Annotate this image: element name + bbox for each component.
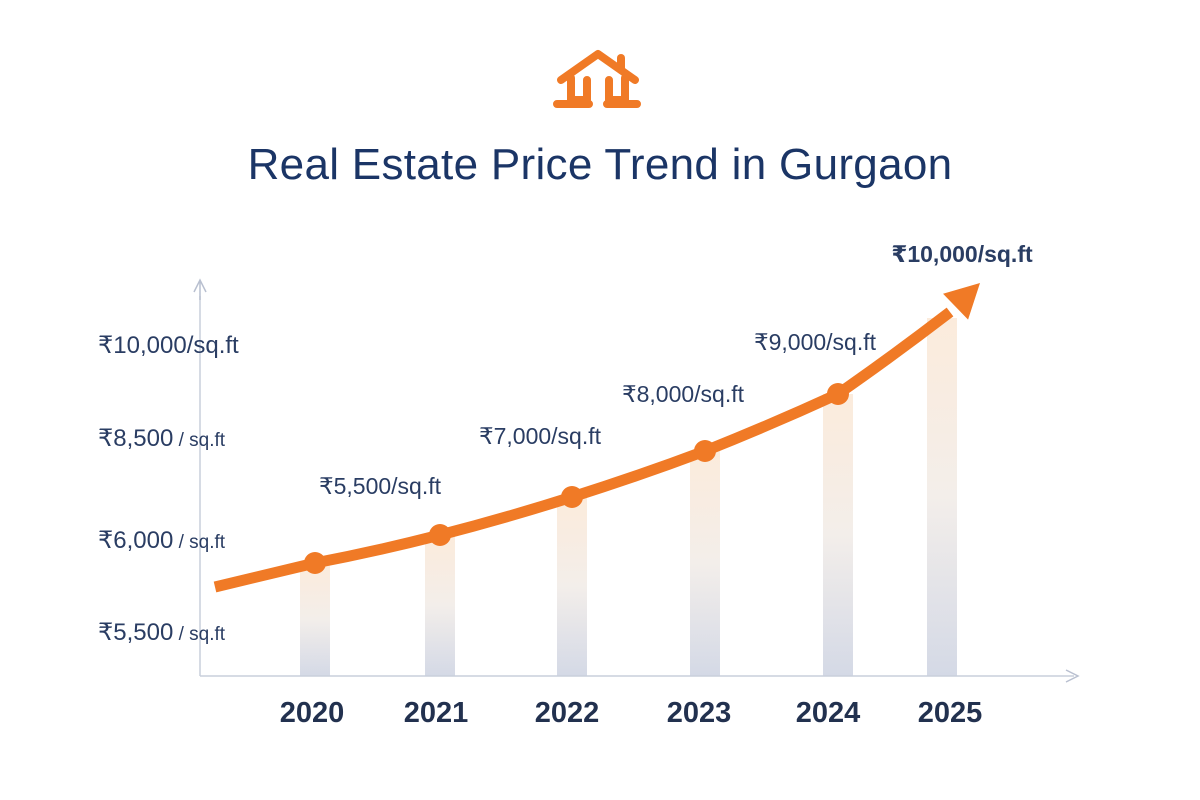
y-tick-label: ₹5,500 / sq.ft <box>98 619 226 646</box>
y-tick-value: ₹6,000 <box>98 527 173 554</box>
house-icon <box>553 46 643 115</box>
point-label-2022: ₹7,000/sq.ft <box>479 423 602 449</box>
y-tick-unit: / sq.ft <box>173 624 225 645</box>
x-tick-2024: 2024 <box>796 697 861 729</box>
data-point-2024 <box>827 383 849 405</box>
data-point-2022 <box>561 486 583 508</box>
bar-2023 <box>690 451 720 676</box>
x-tick-2025: 2025 <box>918 697 983 729</box>
bar-2020 <box>300 563 330 676</box>
bar-2022 <box>557 497 587 676</box>
point-label-2024: ₹9,000/sq.ft <box>754 329 877 355</box>
point-label-2025: ₹10,000/sq.ft <box>891 241 1033 267</box>
y-tick-unit: / sq.ft <box>173 430 225 451</box>
trend-arrow-head-icon <box>943 283 980 320</box>
y-tick-value: ₹5,500 <box>98 619 173 646</box>
x-tick-2020: 2020 <box>280 697 345 729</box>
y-tick-unit: /sq.ft <box>187 332 239 359</box>
bar-2021 <box>425 535 455 676</box>
x-tick-2023: 2023 <box>667 697 732 729</box>
bar-2024 <box>823 394 853 676</box>
y-tick-value: ₹10,000 <box>98 332 187 359</box>
point-label-2023: ₹8,000/sq.ft <box>622 381 745 407</box>
data-point-2020 <box>304 552 326 574</box>
data-point-2023 <box>694 440 716 462</box>
data-point-2021 <box>429 524 451 546</box>
y-tick-value: ₹8,500 <box>98 425 173 452</box>
point-label-2021: ₹5,500/sq.ft <box>319 473 442 499</box>
y-tick-label: ₹8,500 / sq.ft <box>98 425 226 452</box>
chart-title: Real Estate Price Trend in Gurgaon <box>247 140 953 189</box>
x-tick-2022: 2022 <box>535 697 600 729</box>
y-axis-arrow-icon <box>193 278 207 300</box>
y-tick-label: ₹6,000 / sq.ft <box>98 527 226 554</box>
x-tick-2021: 2021 <box>404 697 469 729</box>
y-tick-unit: / sq.ft <box>173 532 225 553</box>
bar-2025 <box>927 318 957 676</box>
x-axis-arrow-icon <box>1065 669 1080 683</box>
y-tick-label: ₹10,000/sq.ft <box>98 332 239 359</box>
